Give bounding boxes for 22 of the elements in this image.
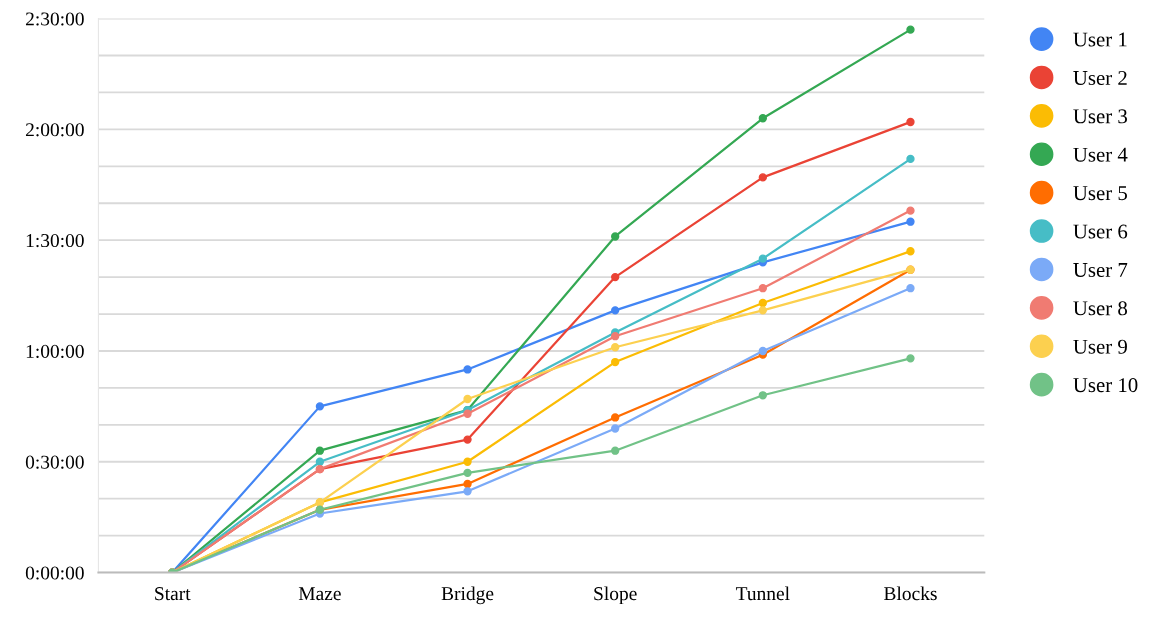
legend-label: User 6 (1073, 224, 1128, 239)
y-tick-label: 2:00:00 (25, 123, 84, 137)
x-tick-label: Start (155, 587, 191, 601)
x-tick-label: Tunnel (735, 586, 790, 601)
legend-label: User 8 (1073, 301, 1128, 316)
legend-label: User 7 (1073, 263, 1128, 277)
legend-label: User 5 (1073, 186, 1127, 201)
legend-label: User 10 (1073, 378, 1138, 393)
y-tick-label: 0:30:00 (25, 455, 84, 469)
y-tick-label: 1:00:00 (26, 344, 84, 358)
x-tick-label: Bridge (441, 586, 494, 605)
legend-label: User 9 (1073, 339, 1127, 354)
y-tick-label: 1:30:00 (26, 233, 84, 248)
x-tick-label: Blocks (884, 586, 937, 601)
legend-label: User 3 (1073, 109, 1127, 124)
legend-label: User 2 (1073, 70, 1127, 85)
y-tick-label: 2:30:00 (25, 12, 84, 26)
y-tick-label: 0:00:00 (25, 566, 84, 580)
x-tick-label: Slope (594, 586, 637, 605)
legend-label: User 4 (1073, 147, 1128, 162)
x-tick-label: Maze (298, 587, 341, 601)
legend-label: User 1 (1073, 32, 1127, 47)
